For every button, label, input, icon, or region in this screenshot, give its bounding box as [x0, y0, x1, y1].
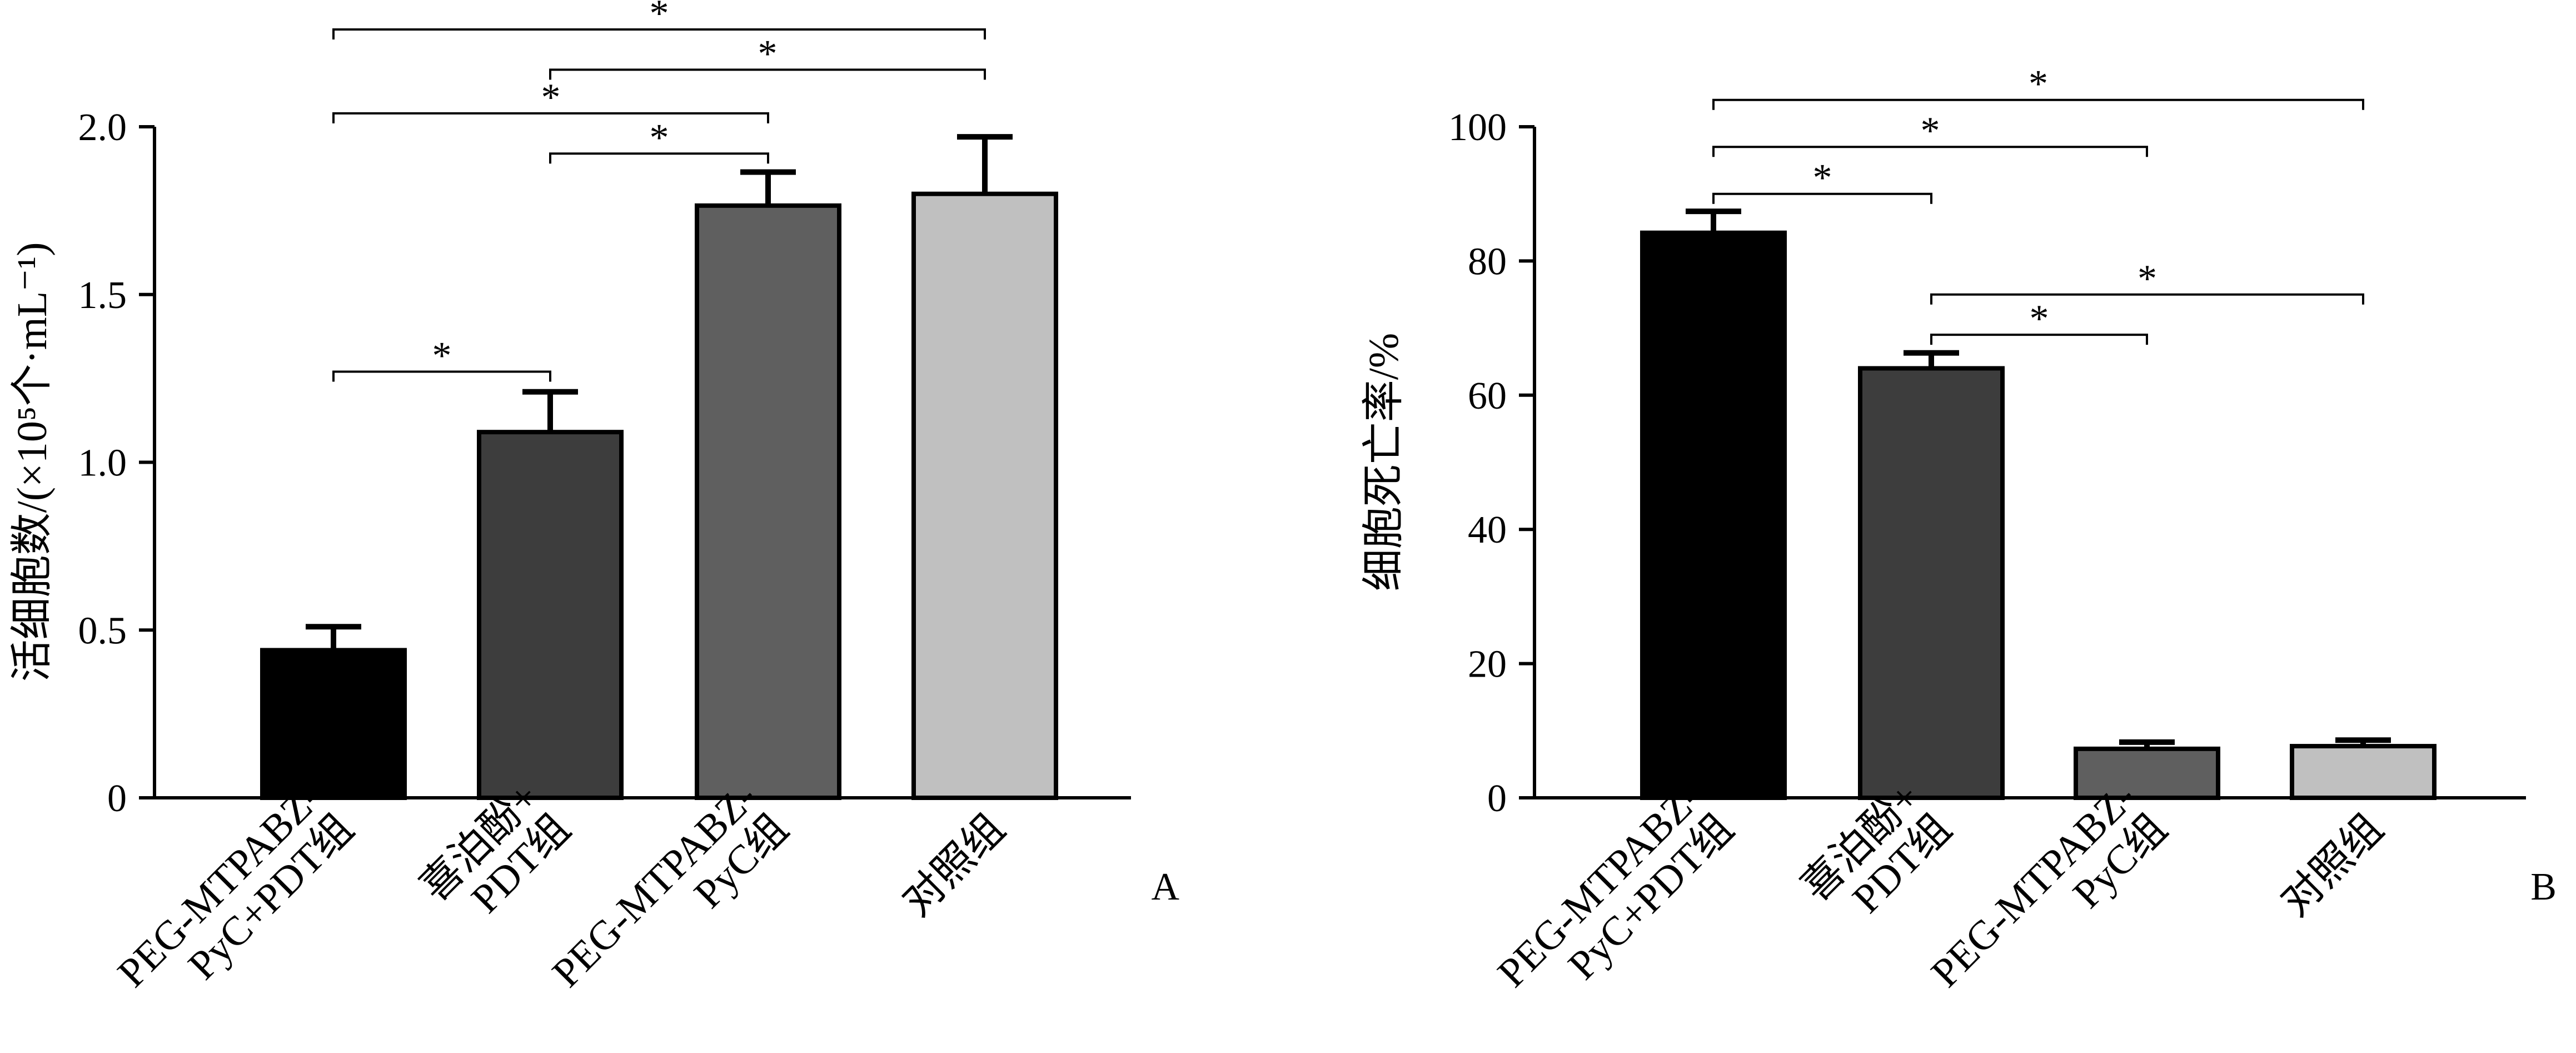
significance-label: * — [758, 32, 778, 75]
significance-label: * — [1921, 110, 1940, 152]
chart-panel-a: 0 0.5 1.0 1.5 2.0 活细胞数/(×10⁵个·mL⁻¹) PEG-MTPABZ… — [9, 0, 1179, 1027]
x-category-label: 对照组 — [894, 806, 1014, 925]
x-category-label-line: 对照组 — [894, 806, 1014, 925]
x-category-label: PEG-MTPABZ-PyC+PDT组 — [1489, 774, 1742, 1027]
bar — [2290, 744, 2437, 801]
x-category-label-line: 对照组 — [2273, 806, 2392, 925]
x-category-label: PEG-MTPABZ-PyC组 — [1922, 774, 2176, 1027]
y-tick-label: 1.0 — [78, 442, 127, 485]
significance-label: * — [2137, 257, 2157, 300]
significance-label: * — [541, 76, 561, 119]
y-tick-label: 1.5 — [78, 274, 127, 317]
significance-label: * — [650, 0, 669, 35]
y-tick-label: 20 — [1468, 643, 1507, 686]
y-tick-label: 0.5 — [78, 609, 127, 652]
x-category-label: PEG-MTPABZ-PyC组 — [544, 774, 797, 1027]
bar — [1640, 230, 1787, 800]
significance-bracket — [332, 370, 551, 382]
panel-label: A — [1151, 866, 1179, 908]
significance-bracket — [549, 68, 986, 80]
bar — [911, 191, 1058, 801]
bar — [1858, 366, 2005, 800]
y-tick-label: 0 — [107, 777, 127, 820]
significance-bracket — [332, 112, 769, 123]
significance-bracket — [1712, 98, 2364, 110]
significance-label: * — [2030, 297, 2049, 340]
panel-label: B — [2530, 866, 2557, 908]
y-axis-title: 活细胞数/(×10⁵个·mL⁻¹) — [9, 242, 56, 682]
significance-label: * — [2029, 63, 2048, 106]
bar — [260, 648, 407, 800]
y-tick-label: 100 — [1448, 106, 1507, 149]
y-tick-label: 60 — [1468, 375, 1507, 418]
significance-label: * — [650, 116, 669, 159]
x-category-label: PEG-MTPABZ-PyC+PDT组 — [109, 774, 362, 1027]
bar — [695, 203, 841, 800]
significance-label: * — [1813, 157, 1832, 200]
significance-label: * — [432, 335, 452, 378]
significance-bracket — [1712, 192, 1932, 204]
significance-bracket — [1930, 293, 2364, 305]
significance-bracket — [1930, 334, 2148, 345]
significance-bracket — [549, 152, 769, 164]
bar — [477, 430, 624, 800]
y-tick-label: 2.0 — [78, 106, 127, 149]
significance-bracket — [332, 28, 986, 39]
y-tick-label: 40 — [1468, 509, 1507, 552]
significance-bracket — [1712, 146, 2148, 157]
bar — [2074, 746, 2220, 801]
x-category-label: 对照组 — [2273, 806, 2392, 925]
y-axis-title: 细胞死亡率/% — [1361, 333, 1407, 591]
y-tick-label: 0 — [1487, 777, 1507, 820]
y-tick-label: 80 — [1468, 240, 1507, 283]
